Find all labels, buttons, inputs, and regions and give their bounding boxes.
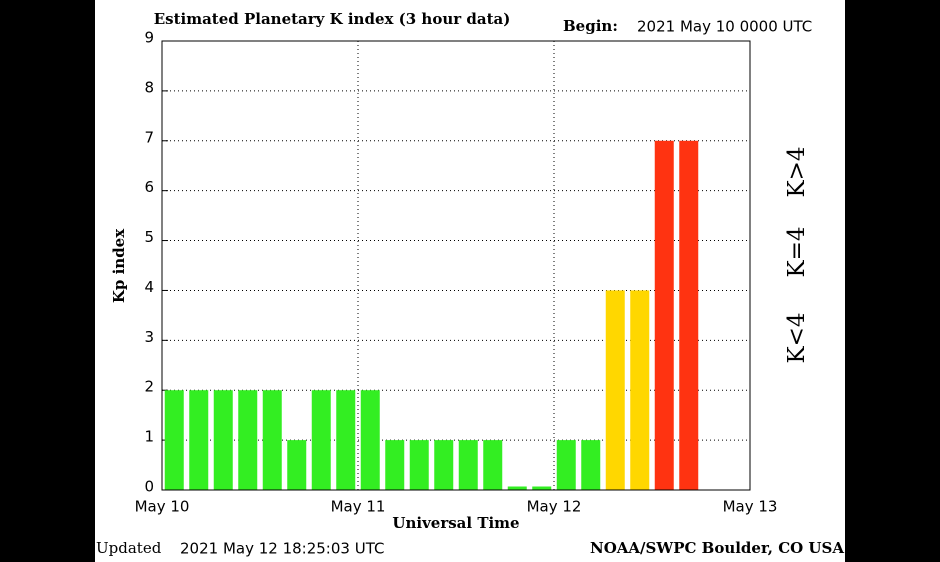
bar <box>164 390 184 490</box>
bar <box>360 390 380 490</box>
y-tick-label: 8 <box>144 78 154 96</box>
credit: NOAA/SWPC Boulder, CO USA <box>590 539 844 557</box>
bar <box>434 440 454 490</box>
bar <box>654 140 674 490</box>
bar <box>507 486 527 490</box>
updated-time: 2021 May 12 18:25:03 UTC <box>180 540 384 558</box>
bar <box>385 440 405 490</box>
y-tick-label: 9 <box>144 29 154 47</box>
bar <box>238 390 258 490</box>
y-tick-label: 0 <box>144 478 154 496</box>
updated-label: Updated <box>96 539 162 557</box>
bar <box>336 390 356 490</box>
y-tick-label: 3 <box>144 328 154 346</box>
legend-entry: K>4 <box>784 146 810 197</box>
bar <box>605 290 625 490</box>
bar <box>556 440 576 490</box>
x-axis-label: Universal Time <box>392 514 519 532</box>
bar <box>483 440 503 490</box>
begin-time: 2021 May 10 0000 UTC <box>637 18 812 36</box>
y-tick-label: 7 <box>144 128 154 146</box>
x-tick-label: May 12 <box>527 498 582 516</box>
y-tick-label: 5 <box>144 228 154 246</box>
bar <box>287 440 307 490</box>
chart-title: Estimated Planetary K index (3 hour data… <box>154 10 511 28</box>
plot-frame <box>161 40 751 491</box>
y-tick-label: 6 <box>144 178 154 196</box>
bar <box>409 440 429 490</box>
legend-entry: K<4 <box>784 312 810 363</box>
begin-label: Begin: <box>563 17 618 35</box>
x-tick-label: May 11 <box>331 498 386 516</box>
bar <box>679 140 699 490</box>
y-axis-label: Kp index <box>110 228 128 303</box>
bar <box>630 290 650 490</box>
y-tick-label: 4 <box>144 278 154 296</box>
bar <box>262 390 282 490</box>
bar <box>311 390 331 490</box>
bar <box>458 440 478 490</box>
bar <box>532 486 552 490</box>
y-tick-label: 2 <box>144 378 154 396</box>
legend-entry: K=4 <box>784 226 810 277</box>
bar <box>189 390 209 490</box>
bar <box>213 390 233 490</box>
bar <box>581 440 601 490</box>
x-tick-label: May 10 <box>135 498 190 516</box>
x-tick-label: May 13 <box>723 498 778 516</box>
y-tick-label: 1 <box>144 428 154 446</box>
